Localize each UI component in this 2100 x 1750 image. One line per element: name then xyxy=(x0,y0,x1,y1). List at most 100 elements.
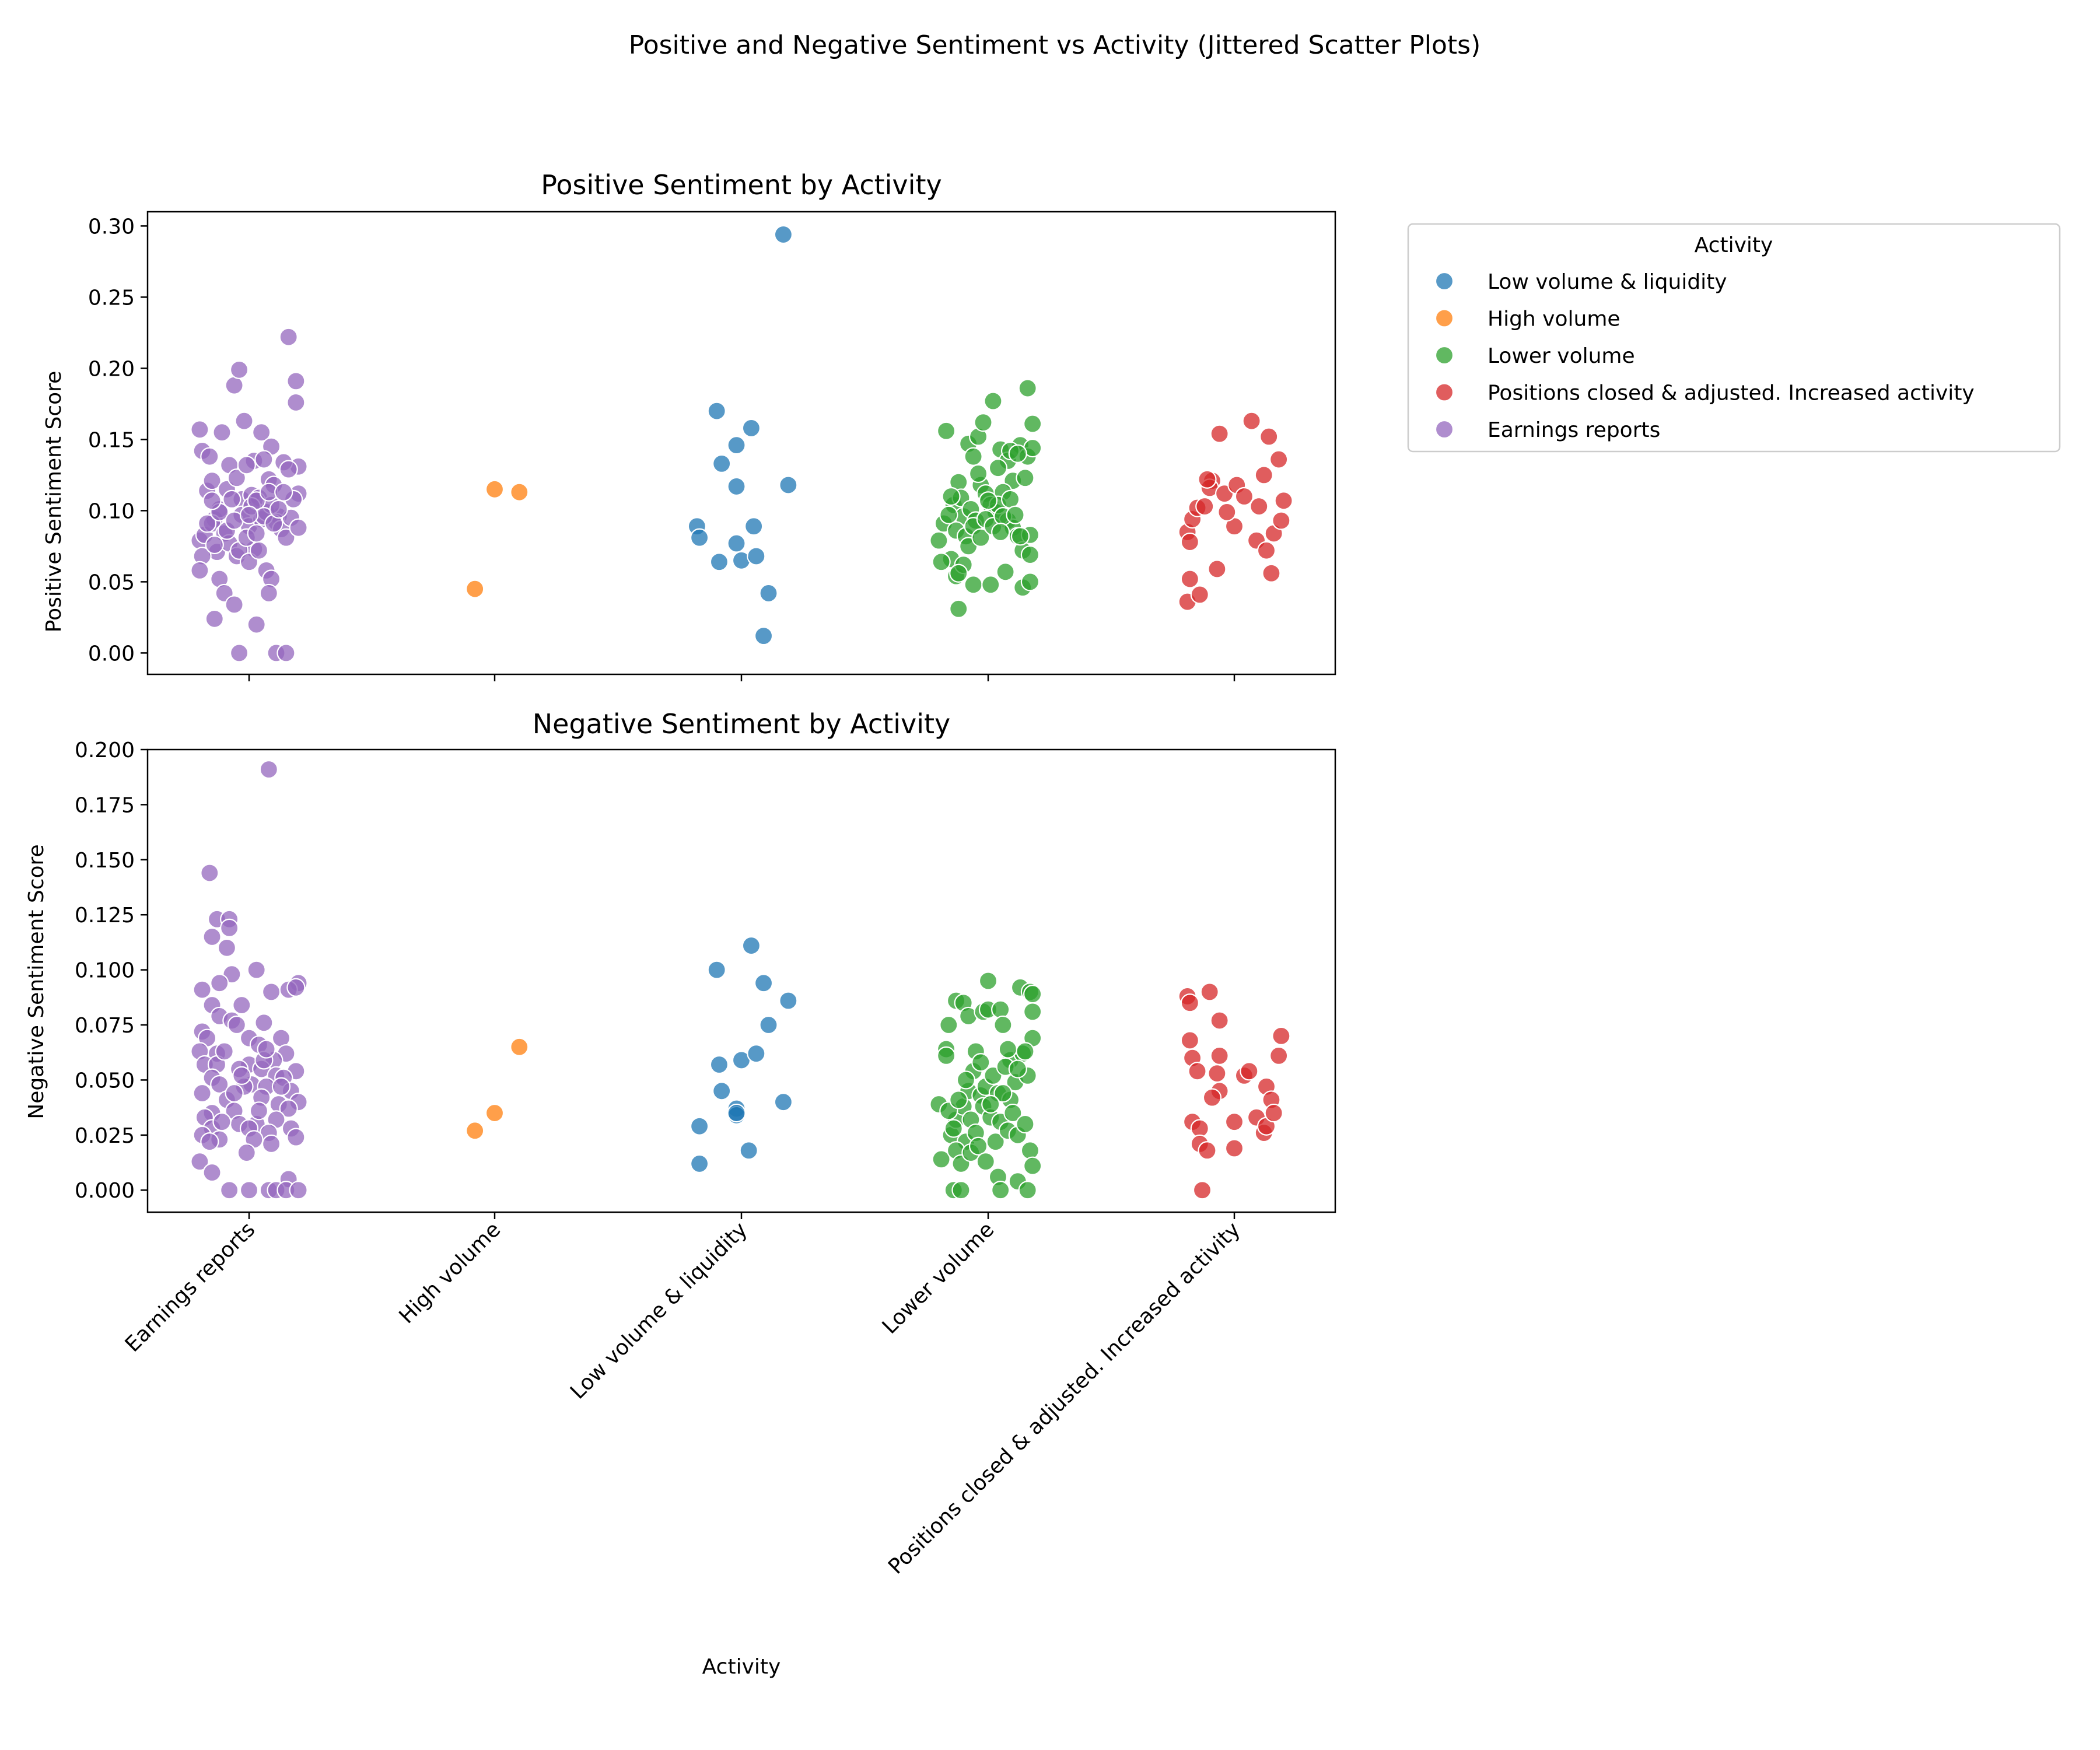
data-point xyxy=(996,562,1015,582)
data-point xyxy=(1262,564,1281,583)
data-point xyxy=(227,1015,246,1035)
data-point xyxy=(1020,545,1040,565)
y-tick-label: 0.10 xyxy=(88,499,135,523)
data-point xyxy=(200,863,219,883)
data-point xyxy=(712,454,732,473)
negative-axes-frame xyxy=(146,748,1336,1213)
data-point xyxy=(1020,572,1040,592)
data-point xyxy=(727,477,746,496)
data-point xyxy=(956,1070,976,1090)
data-point xyxy=(1023,985,1042,1004)
data-point xyxy=(276,528,296,547)
data-point xyxy=(744,517,764,536)
legend-marker xyxy=(1434,383,1454,402)
data-point xyxy=(1180,993,1199,1013)
data-point xyxy=(279,327,298,346)
y-tick-label: 0.05 xyxy=(88,570,135,594)
data-point xyxy=(1180,1031,1199,1050)
data-point xyxy=(220,918,239,937)
legend-entries: Low volume & liquidity High volume Lower v… xyxy=(1434,270,1975,442)
data-point xyxy=(964,447,983,466)
positive-axes-frame xyxy=(146,211,1336,676)
y-tick-label: 0.15 xyxy=(88,428,135,452)
data-point xyxy=(200,1132,219,1152)
data-point xyxy=(259,760,278,779)
data-point xyxy=(202,1163,222,1182)
y-tick-label: 0.175 xyxy=(75,793,135,817)
data-point xyxy=(257,1040,276,1059)
data-point xyxy=(991,1000,1010,1019)
data-point xyxy=(747,547,766,566)
data-point xyxy=(709,552,729,572)
data-point xyxy=(254,1013,274,1032)
data-point xyxy=(754,974,774,993)
data-point xyxy=(1003,1103,1023,1123)
y-tick-label: 0.00 xyxy=(88,642,135,666)
data-point xyxy=(936,421,956,440)
data-point xyxy=(289,1181,308,1200)
positive-y-ticks: 0.00 0.05 0.10 0.15 0.20 0.25 0.30 xyxy=(88,215,1236,681)
y-tick-label: 0.25 xyxy=(88,286,135,310)
data-point xyxy=(1274,491,1293,510)
data-point xyxy=(939,505,958,524)
data-point xyxy=(1242,411,1261,430)
data-point xyxy=(1269,450,1289,469)
data-point xyxy=(1256,541,1276,560)
data-point xyxy=(929,531,949,550)
data-point xyxy=(197,514,217,533)
data-point xyxy=(237,1143,256,1163)
data-point xyxy=(220,1181,239,1200)
data-point xyxy=(964,575,983,594)
data-point xyxy=(978,491,998,510)
data-point xyxy=(276,643,296,663)
data-point xyxy=(1240,1062,1259,1081)
data-point xyxy=(286,1128,306,1147)
data-point xyxy=(739,1141,758,1160)
data-point xyxy=(1200,982,1219,1002)
data-point xyxy=(466,1121,485,1140)
data-point xyxy=(986,1132,1005,1152)
data-point xyxy=(949,599,968,618)
data-point xyxy=(1008,1059,1027,1079)
y-tick-label: 0.20 xyxy=(88,357,135,381)
data-point xyxy=(779,991,798,1010)
data-point xyxy=(252,423,271,442)
data-point xyxy=(259,583,278,603)
data-point xyxy=(991,1181,1010,1200)
data-point xyxy=(1210,424,1229,443)
data-point xyxy=(1224,1139,1244,1158)
data-point xyxy=(1198,1141,1217,1160)
legend: Activity Low volume & liquidity High volu… xyxy=(1407,223,2061,453)
data-point xyxy=(944,1119,963,1138)
data-point xyxy=(249,541,269,560)
data-point xyxy=(939,1015,958,1035)
data-point xyxy=(205,609,224,628)
data-point xyxy=(485,1103,505,1123)
data-point xyxy=(225,1083,244,1103)
data-point xyxy=(1000,489,1020,509)
data-point xyxy=(741,936,761,956)
data-point xyxy=(712,1082,732,1101)
data-point xyxy=(993,1015,1013,1035)
data-point xyxy=(202,927,222,947)
data-point xyxy=(942,487,961,506)
data-point xyxy=(707,960,726,979)
positive-y-axis-label: Positive Sentiment Score xyxy=(42,371,66,633)
data-point xyxy=(1180,532,1199,552)
data-point xyxy=(227,468,246,488)
data-point xyxy=(249,1101,269,1121)
data-point xyxy=(286,372,306,391)
data-point xyxy=(1192,1181,1212,1200)
data-point xyxy=(1023,1002,1042,1021)
legend-marker xyxy=(1434,271,1454,291)
data-point xyxy=(274,482,293,502)
data-point xyxy=(232,1066,251,1085)
data-point xyxy=(232,995,251,1015)
data-point xyxy=(279,460,298,479)
data-point xyxy=(225,376,244,395)
data-point xyxy=(981,1094,1000,1114)
data-point xyxy=(261,1134,281,1154)
negative-sentiment-panel: Negative Sentiment by Activity Negative … xyxy=(24,708,1336,1219)
data-point xyxy=(212,423,232,442)
